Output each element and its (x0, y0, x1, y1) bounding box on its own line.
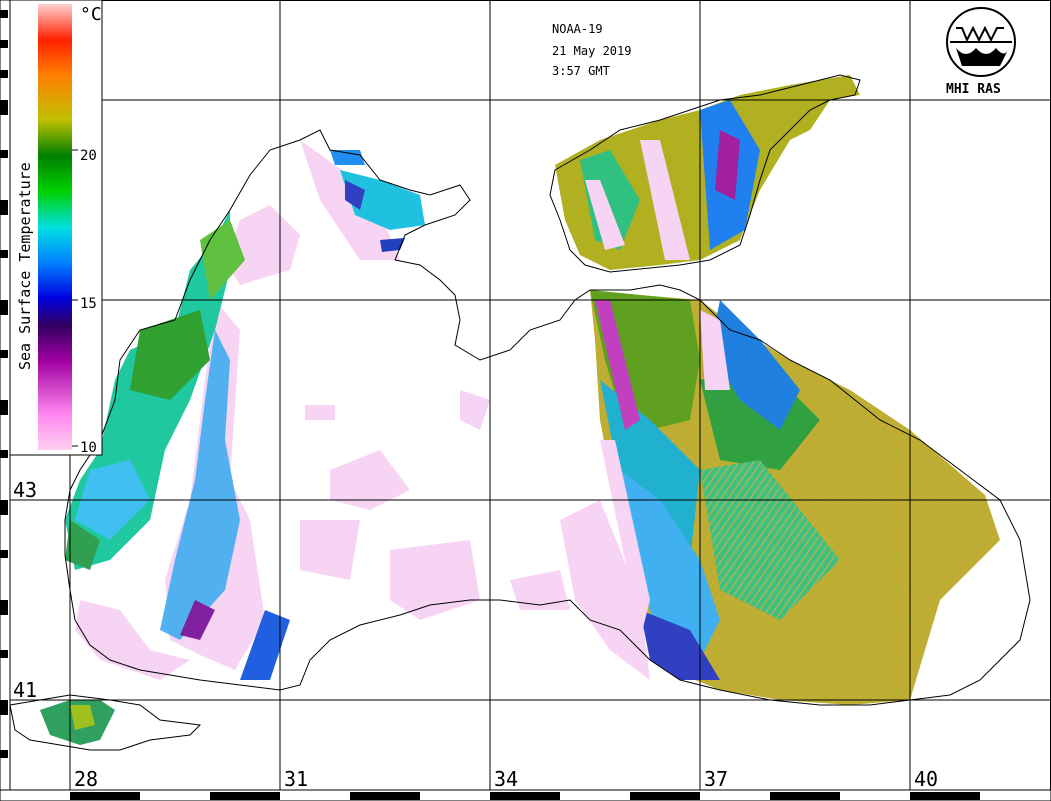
sst-marmara (40, 700, 115, 745)
colorbar-unit: °C (80, 4, 102, 25)
longitude-labels: 28 31 34 37 40 (74, 767, 938, 791)
colorbar-tick-20: 20 (80, 148, 97, 164)
lon-label-28: 28 (74, 767, 98, 791)
colorbar-title: Sea Surface Temperature (16, 162, 34, 370)
acquisition-date: 21 May 2019 (552, 44, 631, 58)
mhi-ras-logo: MHI RAS (946, 7, 1016, 97)
lon-label-40: 40 (914, 767, 938, 791)
sst-azov (555, 75, 860, 270)
lon-label-34: 34 (494, 767, 518, 791)
colorbar-tick-10: 10 (80, 440, 97, 456)
lat-label-43: 43 (13, 478, 37, 502)
sst-west-cold-band (160, 330, 290, 680)
acquisition-time: 3:57 GMT (552, 64, 610, 78)
cloud-mask (75, 140, 700, 680)
lon-label-37: 37 (704, 767, 728, 791)
colorbar-gradient (38, 4, 72, 450)
sst-east (590, 290, 1000, 705)
mhi-ras-emblem-icon (946, 7, 1016, 77)
satellite-name: NOAA-19 (552, 22, 603, 36)
colorbar-tick-15: 15 (80, 296, 97, 312)
lat-label-41: 41 (13, 678, 37, 702)
image-header: NOAA-19 21 May 2019 3:57 GMT (552, 22, 631, 78)
latitude-labels: 43 41 (13, 478, 37, 702)
lon-label-31: 31 (284, 767, 308, 791)
sst-karkinit (330, 150, 425, 252)
colorbar: 20 15 10 °C Sea Surface Temperature (9, 0, 103, 456)
logo-text: MHI RAS (946, 82, 1001, 97)
